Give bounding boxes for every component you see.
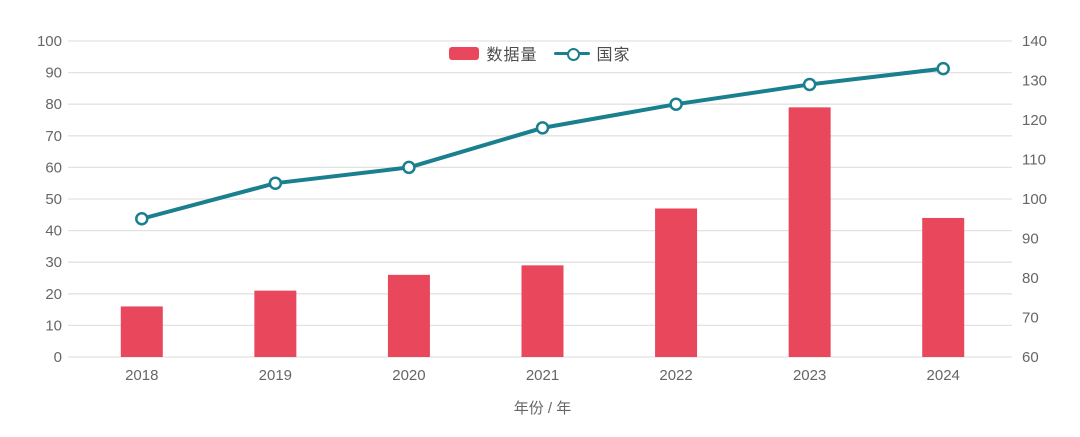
y-right-tick-label: 80 (1022, 270, 1039, 287)
y-right-tick-label: 120 (1022, 112, 1047, 129)
line-marker-2024[interactable] (936, 61, 950, 76)
bar-2020[interactable] (387, 274, 430, 357)
bar-2021[interactable] (521, 265, 564, 357)
bar-2023[interactable] (788, 107, 831, 357)
legend-item-line-series[interactable]: 国家 (553, 41, 631, 65)
y-right-tick-label: 90 (1022, 231, 1039, 248)
line-marker-2018[interactable] (135, 212, 149, 226)
y-right-tick-label: 60 (1022, 349, 1039, 366)
x-tick-label: 2021 (526, 367, 559, 384)
x-tick-label: 2022 (659, 367, 692, 384)
line-series-legend-label: 国家 (596, 47, 631, 64)
line-marker-2020[interactable] (402, 160, 416, 175)
bar-2019[interactable] (254, 290, 297, 357)
chart-legend: 数据量 国家 (0, 41, 1080, 65)
x-axis-title: 年份 / 年 (514, 400, 572, 417)
line-marker-2022[interactable] (669, 97, 683, 111)
bar-2024[interactable] (922, 217, 965, 357)
x-tick-label: 2023 (793, 367, 826, 384)
y-left-tick-label: 100 (37, 33, 62, 50)
x-tick-label: 2024 (927, 367, 960, 384)
y-left-tick-label: 20 (45, 286, 62, 303)
bar-series-legend-label: 数据量 (486, 47, 538, 64)
y-left-tick-label: 60 (45, 159, 62, 176)
y-left-tick-label: 80 (45, 96, 62, 113)
x-tick-label: 2020 (392, 367, 425, 384)
bar-series-swatch-icon (449, 46, 480, 60)
y-left-tick-label: 90 (45, 65, 62, 82)
y-left-tick-label: 40 (45, 223, 62, 240)
y-left-tick-label: 70 (45, 128, 62, 145)
line-marker-2021[interactable] (535, 121, 550, 135)
y-right-tick-label: 140 (1022, 33, 1047, 50)
y-left-tick-label: 10 (45, 317, 62, 334)
y-left-tick-label: 30 (45, 254, 62, 271)
legend-item-bar-series[interactable]: 数据量 (449, 41, 537, 65)
y-right-tick-label: 70 (1022, 310, 1039, 327)
y-right-tick-label: 100 (1022, 191, 1047, 208)
line-series-swatch-icon (553, 46, 590, 61)
bar-2022[interactable] (655, 208, 698, 357)
y-left-tick-label: 50 (45, 191, 62, 208)
line-marker-2019[interactable] (268, 176, 283, 190)
y-left-tick-label: 0 (54, 349, 62, 366)
line-marker-2023[interactable] (802, 77, 817, 92)
y-right-tick-label: 130 (1022, 73, 1047, 90)
x-tick-label: 2018 (125, 367, 158, 384)
x-tick-label: 2019 (259, 367, 292, 384)
bar-2018[interactable] (120, 306, 163, 357)
y-right-tick-label: 110 (1022, 152, 1046, 169)
